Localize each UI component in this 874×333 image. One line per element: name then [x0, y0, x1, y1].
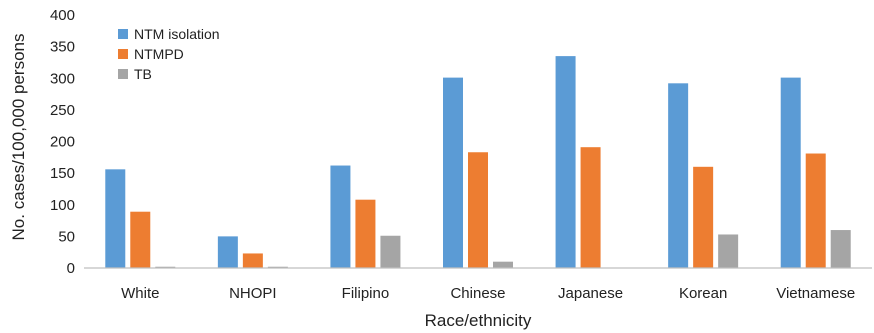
bar — [443, 77, 463, 269]
bar — [217, 236, 238, 268]
bar — [355, 199, 376, 268]
x-category-label: Korean — [679, 285, 727, 302]
y-tick-label: 0 — [67, 260, 75, 277]
x-category-label: Japanese — [558, 285, 623, 302]
y-tick-label: 300 — [50, 70, 75, 87]
legend-label: NTMPD — [134, 46, 184, 62]
bar — [242, 253, 263, 268]
x-category-label: Chinese — [450, 285, 505, 302]
bar — [668, 83, 689, 268]
bar — [155, 266, 176, 268]
x-axis-title: Race/ethnicity — [425, 311, 532, 330]
y-tick-label: 350 — [50, 39, 75, 56]
x-category-label: Filipino — [342, 285, 390, 302]
x-category-label: Vietnamese — [776, 285, 855, 302]
y-tick-label: 150 — [50, 165, 75, 182]
bar — [267, 266, 288, 268]
legend-swatch — [118, 29, 128, 39]
x-axis-categories: White NHOPI Filipino Chinese Japanese Korean V… — [121, 285, 855, 302]
legend-swatch — [118, 49, 128, 59]
y-tick-label: 100 — [50, 197, 75, 214]
y-axis-ticks: 0 50 100 150 200 250 300 350 400 — [50, 7, 75, 277]
y-tick-label: 50 — [58, 228, 75, 245]
legend-swatch — [118, 69, 128, 79]
bar — [130, 211, 151, 268]
bar — [105, 169, 126, 268]
bar — [468, 152, 488, 268]
bar — [718, 234, 739, 268]
bar — [780, 77, 801, 269]
bar — [580, 147, 601, 268]
y-tick-label: 200 — [50, 134, 75, 151]
bar — [693, 166, 714, 268]
bar — [493, 261, 513, 268]
bar — [330, 165, 351, 268]
bar — [555, 56, 576, 268]
legend: NTM isolation NTMPD TB — [118, 26, 220, 82]
bar — [830, 230, 851, 268]
x-category-label: White — [121, 285, 159, 302]
bar — [805, 153, 826, 268]
legend-label: NTM isolation — [134, 26, 220, 42]
y-axis-title: No. cases/100,000 persons — [9, 34, 28, 241]
y-tick-label: 250 — [50, 102, 75, 119]
bars — [105, 56, 851, 269]
x-category-label: NHOPI — [229, 285, 277, 302]
legend-label: TB — [134, 66, 152, 82]
y-tick-label: 400 — [50, 7, 75, 24]
bar — [380, 235, 401, 268]
